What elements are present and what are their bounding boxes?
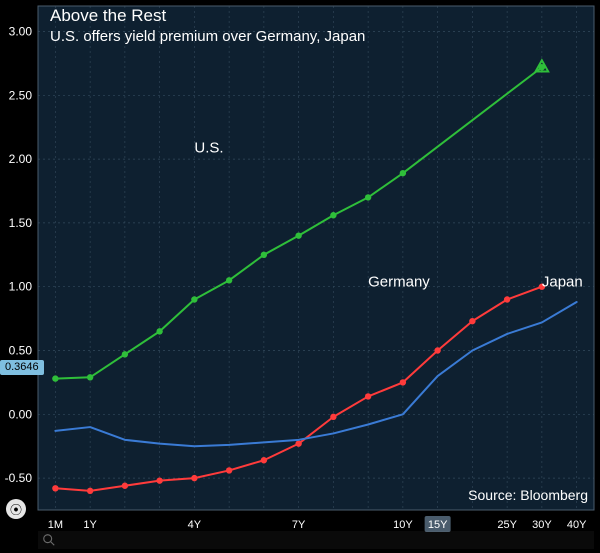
series-label-germany: Germany [368,274,430,291]
magnifier-icon [42,533,56,547]
y-marker-badge: 0.3646 [0,360,44,375]
series-point-us [191,296,197,302]
y-tick: 0.00 [9,407,33,421]
y-tick: 1.50 [9,216,33,230]
series-point-germany [52,485,58,491]
series-label-us: U.S. [194,140,223,157]
timeline-scrubber[interactable] [38,531,594,549]
svg-text:2.00: 2.00 [9,152,33,166]
x-tick[interactable]: 1Y [83,519,97,531]
series-label-japan: Japan [542,274,583,291]
source-label: Source: Bloomberg [468,487,588,503]
x-tick[interactable]: 25Y [497,519,517,531]
series-point-us [87,374,93,380]
series-point-us [122,351,128,357]
x-tick[interactable]: 40Y [567,519,587,531]
svg-text:7Y: 7Y [292,519,306,531]
y-tick: 2.50 [9,88,33,102]
x-tick[interactable]: 15Y [428,519,448,531]
series-point-us [261,252,267,258]
series-point-germany [434,347,440,353]
series-point-us [52,375,58,381]
series-point-us [400,170,406,176]
chart-svg: -0.50 0.00 0.50 1.00 1.50 2.00 2.50 3.00 1M 1Y 4Y 7… [0,0,600,553]
series-point-germany [226,467,232,473]
series-point-us [365,194,371,200]
series-point-germany [365,393,371,399]
chart-subtitle: U.S. offers yield premium over Germany, … [50,28,365,45]
x-tick[interactable]: 7Y [292,519,306,531]
svg-text:0.50: 0.50 [9,344,33,358]
series-point-us [156,328,162,334]
svg-text:-0.50: -0.50 [5,471,33,485]
svg-text:1M: 1M [48,519,63,531]
y-tick: -0.50 [5,471,33,485]
series-point-germany [504,296,510,302]
plot-area[interactable] [38,6,594,510]
svg-text:40Y: 40Y [567,519,587,531]
svg-text:2.50: 2.50 [9,88,33,102]
y-tick: 2.00 [9,152,33,166]
x-tick[interactable]: 10Y [393,519,413,531]
series-point-us [330,212,336,218]
series-point-germany [330,414,336,420]
series-point-germany [156,477,162,483]
svg-text:1.50: 1.50 [9,216,33,230]
svg-text:10Y: 10Y [393,519,413,531]
x-tick[interactable]: 1M [48,519,63,531]
series-point-germany [191,475,197,481]
svg-text:15Y: 15Y [428,519,448,531]
series-point-germany [469,318,475,324]
y-tick: 3.00 [9,25,33,39]
svg-text:4Y: 4Y [188,519,202,531]
y-tick: 0.50 [9,344,33,358]
series-point-germany [87,488,93,494]
yield-curve-chart: Above the Rest U.S. offers yield premium… [0,0,600,553]
svg-text:30Y: 30Y [532,519,552,531]
series-point-germany [261,457,267,463]
reset-zoom-button[interactable]: ⦿ [6,499,26,519]
y-tick: 1.00 [9,280,33,294]
target-icon: ⦿ [10,501,22,518]
svg-text:25Y: 25Y [497,519,517,531]
series-point-us [295,232,301,238]
series-point-germany [122,483,128,489]
x-tick[interactable]: 4Y [188,519,202,531]
svg-text:3.00: 3.00 [9,25,33,39]
x-tick[interactable]: 30Y [532,519,552,531]
chart-title: Above the Rest [50,6,166,26]
series-point-us [226,277,232,283]
svg-text:1.00: 1.00 [9,280,33,294]
series-point-germany [400,379,406,385]
svg-text:1Y: 1Y [83,519,97,531]
svg-text:0.00: 0.00 [9,407,33,421]
series-point-germany [295,440,301,446]
